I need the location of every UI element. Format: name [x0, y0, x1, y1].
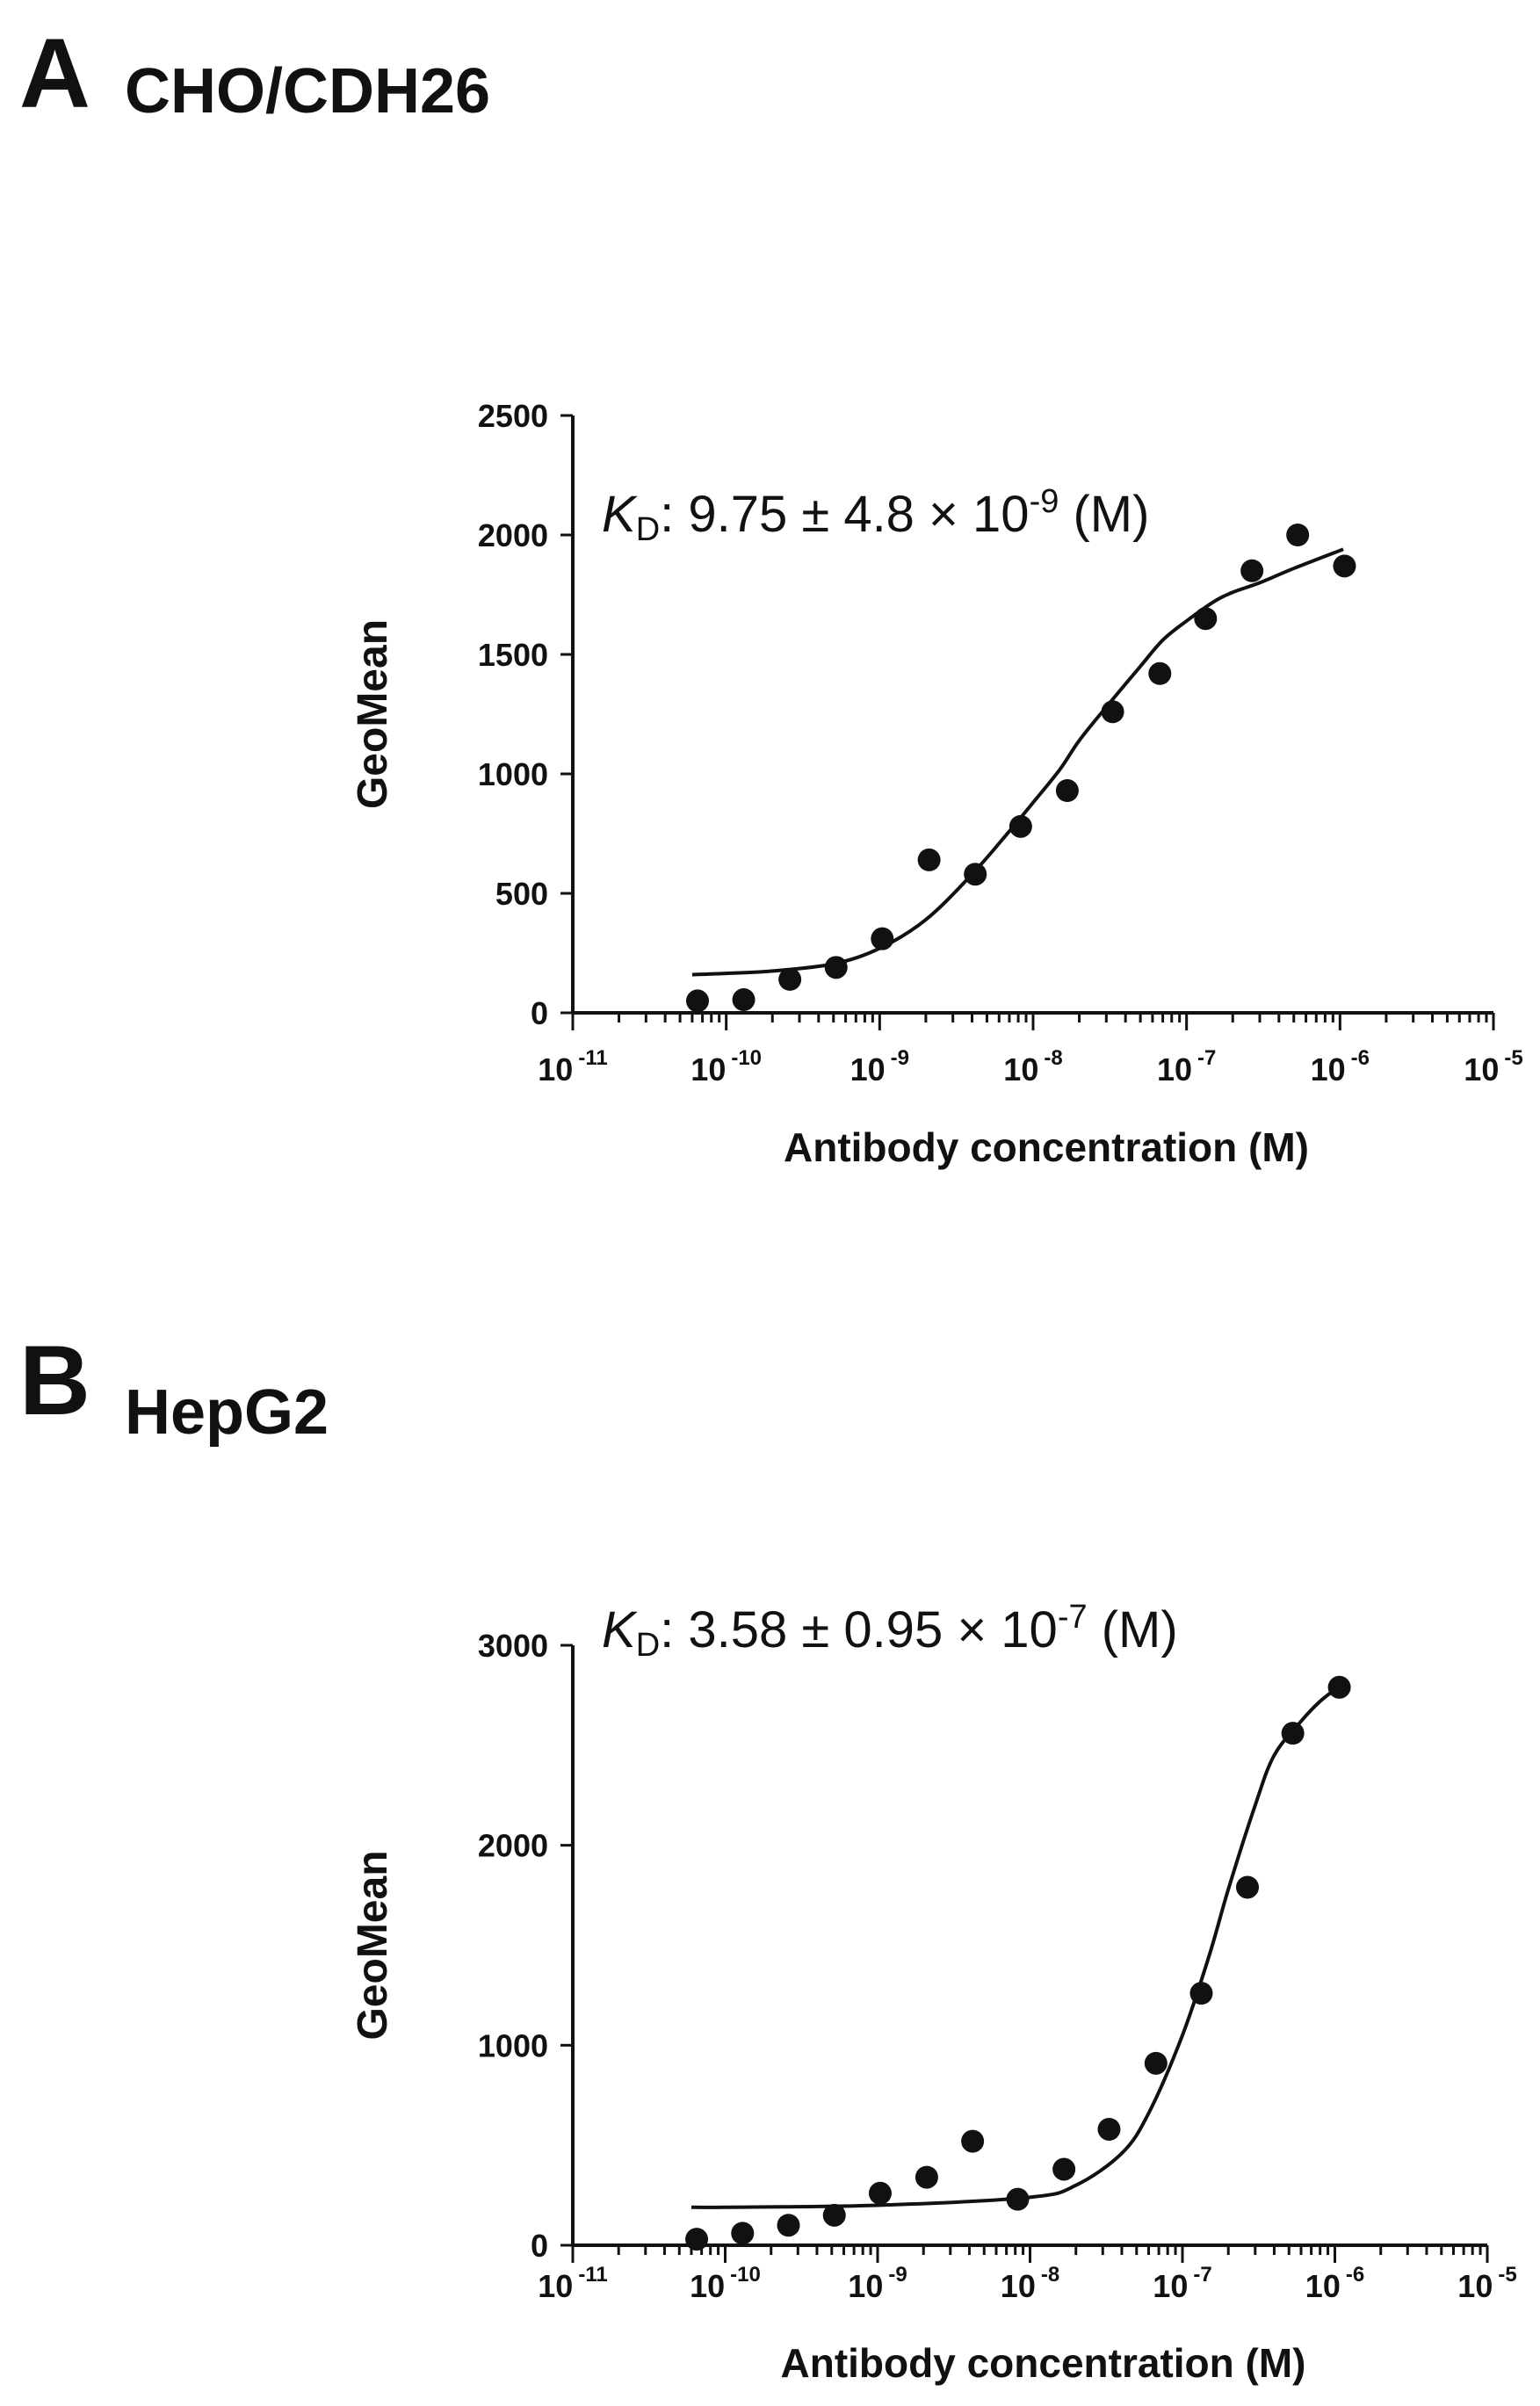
data-point	[1327, 1675, 1351, 1699]
y-tick-label: 1500	[478, 637, 548, 673]
binding-chart-hepg2: KD: 3.58 ± 0.95 × 10-7 (M) 0 1000 2000 3000…	[350, 1599, 1517, 2386]
data-point	[1148, 661, 1172, 685]
x-tick-label: 10 -9	[850, 1046, 909, 1087]
panel-b-title: HepG2	[125, 1377, 329, 1448]
x-tick-label: 10 -8	[1003, 1046, 1062, 1087]
kd-value: : 9.75 ± 4.8 × 10	[660, 486, 1029, 543]
data-point	[1333, 554, 1356, 578]
data-point	[917, 848, 941, 871]
panel-a-title: CHO/CDH26	[125, 56, 490, 126]
fit-curve	[691, 1686, 1340, 2209]
y-tick-label: 1000	[478, 2027, 548, 2063]
x-axis-title: Antibody concentration (M)	[781, 2340, 1306, 2386]
data-point	[1194, 607, 1218, 631]
fit-curve	[691, 547, 1344, 977]
data-point	[915, 2165, 938, 2189]
y-tick-label: 0	[531, 995, 548, 1031]
kd-annotation: KD: 9.75 ± 4.8 × 10-9 (M)	[602, 483, 1149, 548]
x-tick-label: 10 -7	[1157, 1046, 1216, 1087]
kd-unit: (M)	[1059, 486, 1149, 543]
x-tick-label: 10 -6	[1305, 2263, 1364, 2304]
y-tick-label: 500	[495, 876, 548, 912]
x-tick-label: 10 -10	[690, 1046, 762, 1087]
x-tick-label: 10 -5	[1464, 1046, 1522, 1087]
y-tick-label: 2000	[478, 1828, 548, 1864]
data-point	[731, 2222, 755, 2245]
kd-subscript: D	[636, 511, 660, 548]
y-tick-label: 1000	[478, 756, 548, 792]
data-point	[1006, 2187, 1030, 2211]
data-point	[822, 2203, 846, 2227]
kd-unit: (M)	[1088, 1601, 1178, 1658]
data-point	[732, 988, 756, 1012]
x-tick-label: 10 -7	[1153, 2263, 1211, 2304]
x-tick-label: 10 -5	[1457, 2263, 1516, 2304]
data-point	[1009, 814, 1032, 838]
x-tick-label: 10 -11	[538, 2263, 607, 2304]
kd-exponent: -9	[1030, 483, 1059, 520]
data-point	[1144, 2051, 1168, 2075]
y-tick-label: 2000	[478, 517, 548, 553]
y-tick-label: 0	[531, 2228, 548, 2264]
x-tick-label: 10 -9	[848, 2263, 907, 2304]
data-point	[1281, 1722, 1305, 1745]
binding-chart-cho-cdh26: KD: 9.75 ± 4.8 × 10-9 (M) 0 500 1000 1500 20…	[350, 398, 1523, 1170]
data-point	[1052, 2157, 1076, 2181]
x-axis-title: Antibody concentration (M)	[784, 1124, 1309, 1170]
data-point	[685, 2228, 709, 2251]
data-point	[1097, 2117, 1121, 2141]
panel-a-letter: A	[19, 18, 90, 128]
y-axis-title: GeoMean	[350, 1850, 396, 2040]
data-point	[777, 2214, 800, 2237]
y-tick-label: 2500	[478, 398, 548, 434]
data-point	[1235, 1875, 1259, 1899]
data-point	[1189, 1982, 1213, 2005]
kd-exponent: -7	[1058, 1599, 1088, 1636]
x-tick-label: 10 -11	[538, 1046, 607, 1087]
data-point	[685, 989, 709, 1013]
data-point	[824, 956, 848, 979]
data-point	[868, 2181, 892, 2205]
data-point	[961, 2129, 985, 2153]
y-axis-title: GeoMean	[350, 619, 396, 809]
x-tick-label: 10 -6	[1311, 1046, 1370, 1087]
x-tick-label: 10 -8	[1001, 2263, 1059, 2304]
x-tick-label: 10 -10	[690, 2263, 761, 2304]
kd-symbol: K	[602, 1601, 638, 1658]
data-point	[964, 863, 987, 886]
data-point	[1286, 524, 1310, 546]
kd-symbol: K	[602, 486, 638, 543]
kd-value: : 3.58 ± 0.95 × 10	[660, 1601, 1058, 1658]
y-tick-label: 3000	[478, 1628, 548, 1664]
panel-b-letter: B	[19, 1326, 90, 1435]
data-point	[1055, 779, 1079, 803]
data-point	[871, 927, 894, 950]
data-point	[1101, 700, 1124, 724]
data-point	[1240, 559, 1264, 582]
kd-subscript: D	[636, 1627, 660, 1664]
data-point	[778, 967, 802, 991]
kd-annotation: KD: 3.58 ± 0.95 × 10-7 (M)	[602, 1599, 1178, 1664]
